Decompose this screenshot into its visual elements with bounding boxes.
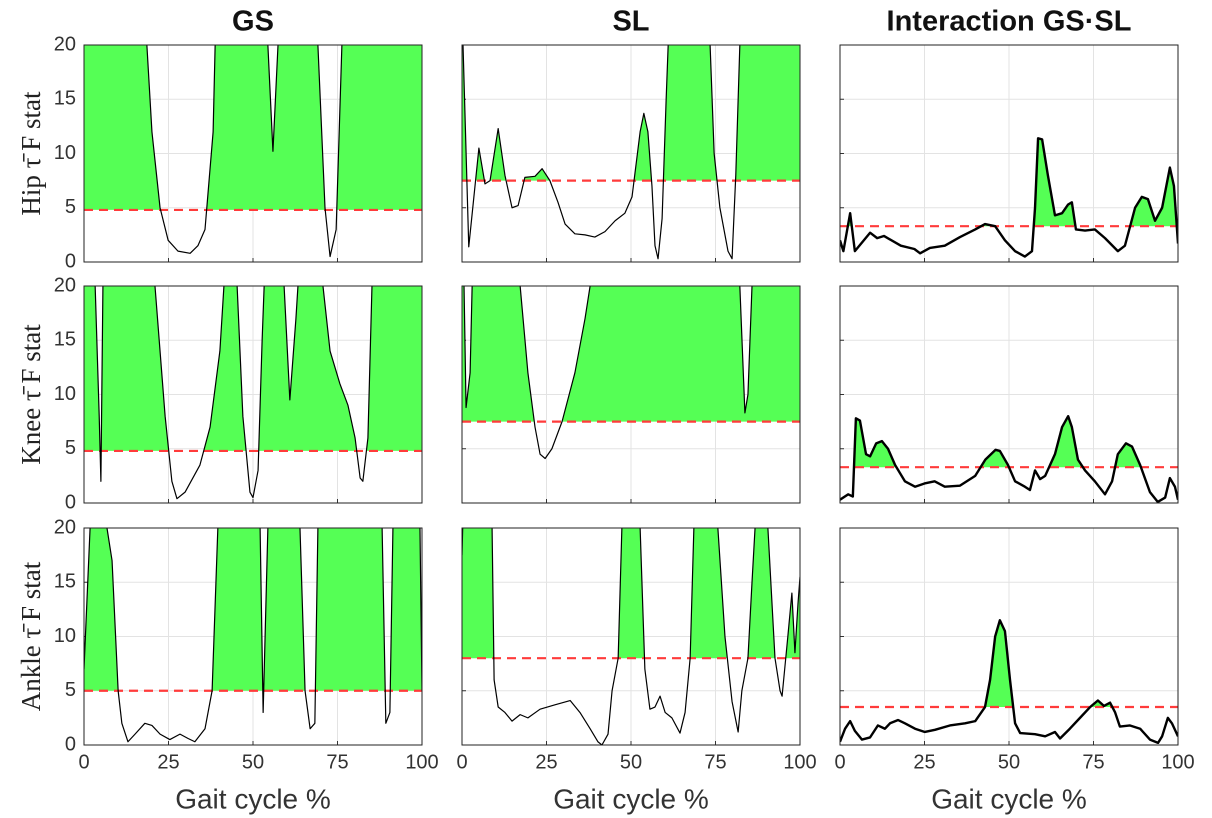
x-tick-label: 25 <box>535 751 557 773</box>
axes-frame <box>461 44 801 263</box>
y-axis-label: Ankle τ̄ F stat <box>16 561 46 711</box>
axes-frame <box>839 285 1179 504</box>
x-tick-label: 100 <box>405 751 438 773</box>
panel-title: Interaction GS·SL <box>887 6 1132 38</box>
y-tick-label: 10 <box>54 625 76 647</box>
suprathreshold-area <box>462 528 800 659</box>
f-stat-curve <box>840 415 1178 503</box>
panel <box>839 285 1179 504</box>
x-tick-label: 25 <box>913 751 935 773</box>
x-tick-label: 50 <box>620 751 642 773</box>
panel-title: SL <box>612 6 649 38</box>
suprathreshold-area <box>853 416 1141 468</box>
y-tick-label: 20 <box>54 33 76 55</box>
f-stat-curve <box>146 45 343 258</box>
y-tick-label: 20 <box>54 516 76 538</box>
panel: 0 25 50 75 100 Gait cycle % <box>456 527 817 814</box>
y-tick-label: 5 <box>65 679 76 701</box>
f-stat-curve <box>840 619 1178 745</box>
y-tick-label: 10 <box>54 142 76 164</box>
panel-title: GS <box>232 6 274 38</box>
f-stat-curve <box>462 528 800 745</box>
y-tick-label: 5 <box>65 196 76 218</box>
panel: SL <box>461 6 801 263</box>
axes-frame <box>83 285 423 504</box>
y-tick-label: 10 <box>54 383 76 405</box>
y-tick-label: 5 <box>65 437 76 459</box>
suprathreshold-area <box>462 45 800 181</box>
suprathreshold-area <box>84 528 422 691</box>
x-tick-label: 75 <box>704 751 726 773</box>
f-stat-curve <box>94 286 373 500</box>
suprathreshold-area <box>847 138 1177 227</box>
y-axis-label: Knee τ̄ F stat <box>16 324 46 465</box>
panel <box>461 285 801 504</box>
y-tick-label: 0 <box>65 733 76 755</box>
axes-frame <box>839 527 1179 746</box>
x-axis-label: Gait cycle % <box>553 783 709 814</box>
f-stat-curve <box>840 137 1178 258</box>
x-tick-label: 25 <box>157 751 179 773</box>
axes-frame <box>461 285 801 504</box>
y-tick-label: 15 <box>54 329 76 351</box>
y-tick-label: 15 <box>54 571 76 593</box>
x-tick-label: 50 <box>998 751 1020 773</box>
f-stat-curve <box>462 45 741 260</box>
panel: Interaction GS·SL <box>839 6 1179 263</box>
panel: 0 25 50 75 100 0 5 10 15 20 Gait cycle % Ankle τ̄ F… <box>16 516 438 814</box>
x-tick-label: 50 <box>242 751 264 773</box>
x-axis-label: Gait cycle % <box>931 783 1087 814</box>
x-tick-label: 75 <box>326 751 348 773</box>
suprathreshold-area <box>84 45 422 210</box>
panel: 0 5 10 15 20 GS Hip τ̄ F stat <box>16 6 423 272</box>
f-stat-curve <box>463 286 753 460</box>
suprathreshold-area <box>462 286 800 422</box>
x-tick-label: 0 <box>456 751 467 773</box>
axes-frame <box>461 527 801 746</box>
x-tick-label: 0 <box>834 751 845 773</box>
x-tick-label: 100 <box>1161 751 1194 773</box>
x-tick-label: 0 <box>78 751 89 773</box>
y-tick-label: 15 <box>54 88 76 110</box>
y-axis-label: Hip τ̄ F stat <box>16 91 46 216</box>
axes-frame <box>83 44 423 263</box>
panel: 0 5 10 15 20 Knee τ̄ F stat <box>16 274 423 513</box>
y-tick-label: 0 <box>65 250 76 272</box>
x-tick-label: 75 <box>1082 751 1104 773</box>
axes-frame <box>839 44 1179 263</box>
x-axis-label: Gait cycle % <box>175 783 331 814</box>
x-tick-label: 100 <box>783 751 816 773</box>
f-stat-curve <box>84 528 422 743</box>
y-tick-label: 0 <box>65 491 76 513</box>
panel: 0 25 50 75 100 Gait cycle % <box>834 527 1195 814</box>
suprathreshold-area <box>84 286 422 451</box>
y-tick-label: 20 <box>54 274 76 296</box>
axes-frame <box>83 527 423 746</box>
